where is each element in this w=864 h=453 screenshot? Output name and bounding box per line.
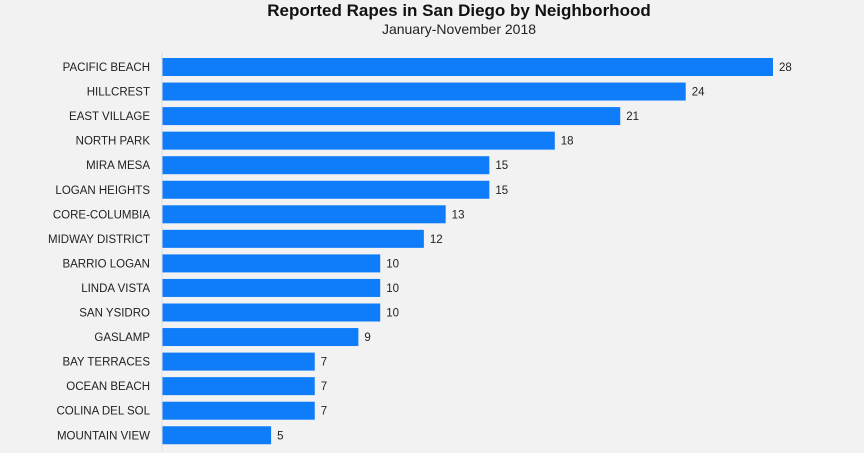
bar	[162, 426, 272, 445]
category-label: BARRIO LOGAN	[62, 258, 150, 270]
bar	[162, 328, 359, 347]
value-label: 15	[495, 160, 508, 172]
category-label: BAY TERRACES	[62, 357, 150, 369]
category-labels-group: PACIFIC BEACH HILLCREST EAST VILLAGE NORTH …	[48, 62, 151, 442]
category-label: LINDA VISTA	[81, 283, 150, 295]
category-label: LOGAN HEIGHTS	[55, 185, 150, 197]
value-label: 21	[626, 111, 639, 123]
bar	[162, 131, 555, 150]
bar	[162, 377, 315, 396]
bar	[162, 156, 490, 175]
category-label: MOUNTAIN VIEW	[57, 430, 150, 442]
bar	[162, 352, 315, 371]
bar	[162, 180, 490, 199]
bar	[162, 107, 621, 126]
category-label: SAN YSIDRO	[79, 308, 150, 320]
value-label: 10	[386, 308, 399, 320]
value-labels-group: 28 24 21 18 15 15 13 12 10 10 10 9 7 7 7 5	[277, 62, 792, 442]
value-label: 10	[386, 258, 399, 270]
category-label: PACIFIC BEACH	[63, 62, 150, 74]
bar	[162, 278, 381, 297]
value-label: 10	[386, 283, 399, 295]
category-label: OCEAN BEACH	[66, 381, 150, 393]
bar	[162, 205, 446, 224]
category-label: CORE-COLUMBIA	[53, 209, 150, 221]
chart-title: Reported Rapes in San Diego by Neighborh…	[267, 1, 650, 20]
bar	[162, 254, 381, 273]
value-label: 12	[430, 234, 443, 246]
category-label: MIRA MESA	[86, 160, 150, 172]
bar	[162, 229, 424, 248]
category-label: GASLAMP	[94, 332, 150, 344]
value-label: 15	[495, 185, 508, 197]
bar	[162, 303, 381, 322]
category-label: HILLCREST	[87, 87, 150, 99]
value-label: 28	[779, 62, 792, 74]
bar	[162, 401, 315, 420]
category-label: NORTH PARK	[76, 136, 151, 148]
bars-group	[162, 58, 773, 445]
chart-subtitle: January-November 2018	[382, 21, 536, 37]
category-label: EAST VILLAGE	[69, 111, 150, 123]
value-label: 18	[561, 136, 574, 148]
value-label: 5	[277, 430, 283, 442]
value-label: 24	[692, 87, 705, 99]
value-label: 7	[321, 381, 327, 393]
category-label: COLINA DEL SOL	[56, 406, 150, 418]
value-label: 7	[321, 357, 327, 369]
bar	[162, 82, 686, 101]
value-label: 13	[452, 209, 465, 221]
bar	[162, 58, 773, 76]
value-label: 7	[321, 406, 327, 418]
category-label: MIDWAY DISTRICT	[48, 234, 150, 246]
value-label: 9	[364, 332, 370, 344]
